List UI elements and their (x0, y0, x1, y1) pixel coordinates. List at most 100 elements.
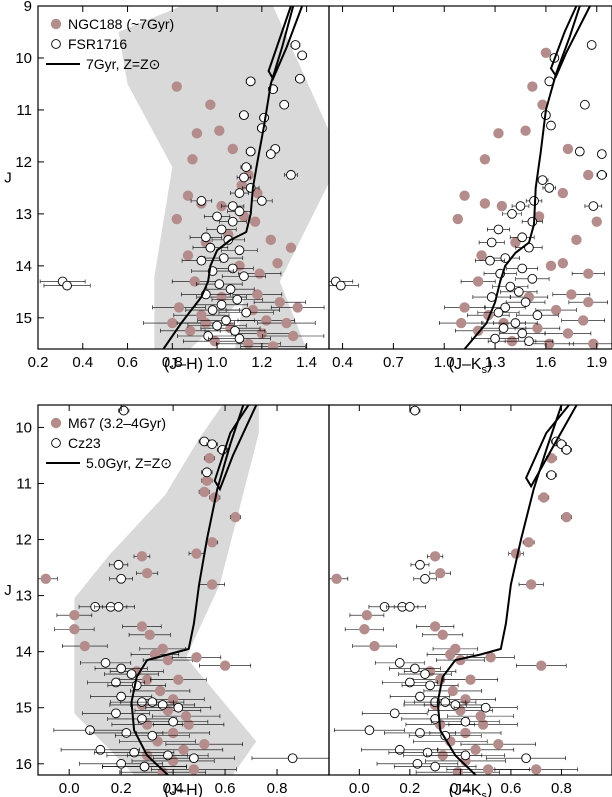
open-star-point (227, 201, 238, 211)
open-star-point (256, 196, 267, 206)
y-tick-label: 16 (15, 756, 32, 773)
isochrone-giant-branch (549, 6, 591, 79)
filled-star-point (173, 302, 185, 313)
x-tick-label: 0.4 (332, 354, 353, 371)
filled-star-point (452, 213, 463, 225)
filled-star-point (162, 654, 174, 666)
filled-star-point (182, 250, 194, 261)
x-tick-label: 0.0 (59, 780, 80, 797)
open-star-point (137, 714, 147, 724)
open-star-point (295, 73, 305, 84)
legend-filled-marker (50, 417, 62, 429)
filled-star-point (540, 47, 552, 58)
filled-star-point (460, 694, 471, 705)
open-star-point (493, 307, 504, 318)
open-star-point (147, 730, 158, 741)
open-star-point (214, 279, 225, 289)
open-star-point (546, 470, 557, 480)
filled-star-point (369, 640, 380, 652)
filled-star-point (530, 764, 542, 775)
open-star-point (450, 700, 461, 710)
panel-top-left: 0.2 0.4 0.6 0.8 1.0 1.2 1.4 9 10 11 12 13 14 15 J (J–H)… (4, 0, 330, 373)
open-star-point (221, 315, 231, 326)
filled-star-point (261, 315, 272, 326)
legend-filled-marker (50, 18, 62, 30)
filled-star-point (252, 187, 263, 199)
open-star-point (111, 677, 121, 688)
filled-star-point (479, 154, 491, 165)
x-axis-label-end: ) (487, 782, 492, 797)
filled-star-point (472, 276, 484, 287)
open-star-point (196, 255, 207, 266)
panel-top-right: 0.4 0.7 1.0 1.3 1.6 1.9 (J–Ks) (328, 5, 612, 376)
open-star-point (196, 196, 207, 206)
isochrone-giant-branch (267, 6, 304, 82)
open-star-point (546, 120, 556, 131)
filled-star-point (591, 216, 602, 227)
open-star-point (202, 467, 212, 478)
open-star-point (596, 149, 607, 159)
open-star-point (527, 216, 538, 227)
open-star-point (415, 728, 425, 738)
x-tick-label: 0.8 (162, 354, 183, 371)
open-star-point (420, 573, 430, 584)
filled-star-point (470, 744, 481, 755)
open-star-point (116, 663, 126, 674)
legend-open-marker (51, 39, 61, 49)
x-tick-label: 1.3 (485, 354, 506, 371)
filled-star-point (214, 125, 225, 136)
open-star-point (239, 172, 249, 183)
filled-star-point (292, 302, 303, 313)
open-star-point (239, 110, 249, 120)
open-star-point (279, 99, 290, 110)
open-star-point (389, 708, 400, 719)
filled-star-point (191, 548, 202, 559)
open-star-point (485, 255, 495, 266)
open-star-point (212, 211, 222, 222)
open-star-point (422, 747, 433, 758)
filled-star-point (185, 325, 196, 337)
open-star-point (227, 216, 238, 227)
filled-star-point (485, 652, 496, 663)
filled-star-point (477, 719, 489, 730)
filled-star-point (532, 323, 543, 334)
open-star-point (207, 439, 217, 450)
open-star-point (394, 658, 405, 668)
open-star-point (574, 146, 585, 157)
filled-star-point (171, 81, 182, 92)
open-star-point (216, 299, 227, 310)
open-star-point (415, 559, 425, 570)
x-axis-label: (J–Ks) (449, 782, 493, 797)
filled-star-point (472, 325, 484, 337)
open-star-point (515, 201, 526, 211)
y-tick-label: 10 (15, 419, 32, 436)
open-star-point (245, 76, 256, 87)
y-tick-label: 11 (16, 102, 32, 119)
panel-frame (328, 5, 612, 350)
filled-star-point (538, 492, 549, 503)
filled-star-point (475, 710, 486, 722)
filled-star-point (267, 341, 279, 349)
open-star-point (505, 281, 516, 292)
open-star-point (405, 677, 415, 688)
open-star-point (537, 175, 548, 185)
filled-star-point (200, 317, 212, 329)
open-star-point (527, 273, 538, 284)
filled-star-point (256, 328, 268, 339)
filled-star-point (496, 200, 508, 212)
filled-star-point (204, 453, 215, 464)
filled-star-point (79, 640, 90, 652)
x-axis-label-main: (J–H) (164, 782, 203, 797)
x-tick-label: 0.8 (551, 780, 572, 797)
open-star-point (129, 747, 139, 758)
filled-star-point (182, 190, 194, 201)
open-star-point (121, 728, 132, 738)
filled-star-point (447, 685, 459, 697)
open-star-point (480, 702, 491, 713)
open-star-point (265, 149, 276, 159)
filled-star-point (206, 537, 218, 548)
open-star-point (287, 753, 298, 764)
filled-star-point (249, 216, 261, 227)
open-star-point (336, 280, 346, 291)
isochrone-line (162, 6, 295, 349)
